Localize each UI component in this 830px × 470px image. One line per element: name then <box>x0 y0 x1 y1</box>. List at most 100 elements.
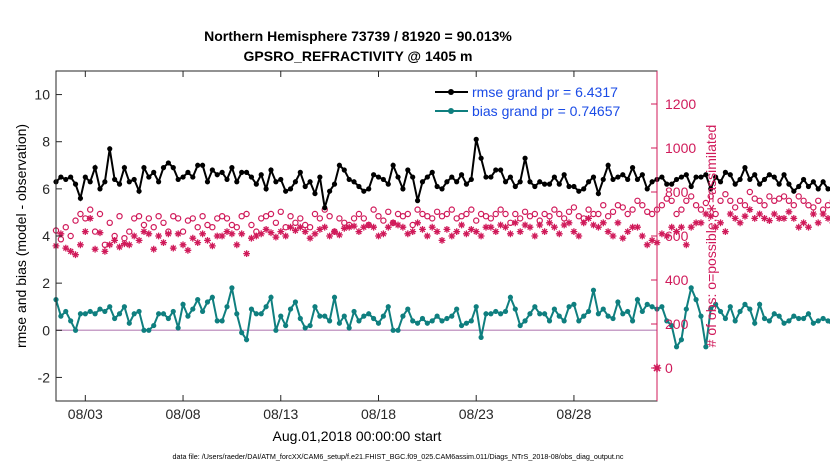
obs-possible-point <box>624 210 631 218</box>
bias-point <box>800 315 807 322</box>
obs-possible-point <box>595 210 602 218</box>
rmse-point <box>825 186 830 192</box>
chart-title-line2: GPSRO_REFRACTIVITY @ 1405 m <box>244 48 473 64</box>
bias-point <box>791 313 797 319</box>
rmse-point <box>327 188 333 194</box>
obs-assimilated-point <box>340 224 348 232</box>
rmse-point <box>781 172 787 178</box>
rmse-point <box>180 174 186 180</box>
rmse-point <box>395 174 401 180</box>
obs-possible-point <box>512 210 519 218</box>
rmse-point <box>644 186 650 192</box>
rmse-point <box>102 179 108 185</box>
bias-point <box>243 337 250 343</box>
rmse-point <box>527 179 533 185</box>
obs-possible-point <box>350 215 358 222</box>
bias-point <box>390 327 396 333</box>
obs-assimilated-point <box>428 223 436 231</box>
bias-point <box>410 318 416 324</box>
obs-assimilated-point <box>824 215 830 222</box>
bias-point <box>297 315 303 322</box>
bias-point <box>278 313 284 319</box>
bias-point <box>761 315 768 322</box>
obs-possible-point <box>468 206 475 213</box>
obs-possible-point <box>233 223 240 231</box>
obs-assimilated-point <box>287 223 294 231</box>
obs-possible-point <box>380 217 387 224</box>
obs-possible-point <box>497 206 504 213</box>
bias-point <box>165 315 171 322</box>
rmse-point <box>468 176 474 183</box>
rmse-point <box>473 136 479 142</box>
bias-point <box>644 301 650 307</box>
obs-assimilated-point <box>536 221 544 229</box>
obs-possible-point <box>126 228 133 235</box>
x-axis-label: Aug.01,2018 00:00:00 start <box>273 428 442 444</box>
obs-assimilated-point <box>770 210 778 218</box>
bias-point <box>498 311 504 317</box>
obs-assimilated-point <box>580 219 588 227</box>
obs-assimilated-point <box>160 239 167 246</box>
rmse-point <box>757 181 763 187</box>
obs-assimilated-point <box>248 234 255 242</box>
bias-point <box>771 311 777 317</box>
rmse-point <box>165 160 171 166</box>
obs-possible-point <box>531 210 539 218</box>
obs-possible-point <box>194 223 201 231</box>
obs-possible-point <box>683 197 690 204</box>
obs-assimilated-point <box>86 215 94 222</box>
rmse-point <box>493 167 499 173</box>
obs-assimilated-point <box>453 228 461 235</box>
obs-assimilated-point <box>467 226 475 233</box>
obs-possible-point <box>267 210 275 218</box>
obs-possible-point <box>756 197 763 204</box>
obs-possible-point <box>135 212 143 220</box>
obs-possible-point <box>316 215 324 222</box>
bias-point <box>634 297 641 303</box>
rmse-point <box>371 172 377 178</box>
y-right-tick-label: 1000 <box>665 140 696 156</box>
rmse-point <box>116 181 123 187</box>
rmse-point <box>605 162 611 168</box>
obs-assimilated-point <box>311 230 319 238</box>
rmse-point <box>771 174 777 180</box>
bias-point <box>458 322 465 329</box>
y-axis-label-right: # of obs: o=possible; ∗=assimilated <box>703 125 719 348</box>
bias-point <box>483 311 489 317</box>
x-tick-label: 08/08 <box>166 406 201 422</box>
rmse-point <box>151 169 157 175</box>
rmse-point <box>307 179 313 185</box>
bias-point <box>468 318 474 324</box>
rmse-point <box>414 198 421 204</box>
bias-point <box>493 308 499 315</box>
obs-possible-point <box>688 193 695 200</box>
obs-possible-point <box>355 210 363 218</box>
obs-possible-point <box>746 188 754 196</box>
rmse-point <box>815 186 821 192</box>
obs-assimilated-point <box>57 230 65 238</box>
obs-possible-point <box>96 210 104 218</box>
bias-point <box>732 318 738 324</box>
obs-assimilated-point <box>624 228 632 235</box>
obs-assimilated-point <box>404 230 412 238</box>
obs-possible-point <box>174 215 182 222</box>
rmse-point <box>87 179 93 185</box>
rmse-point <box>175 176 181 183</box>
rmse-point <box>248 174 255 180</box>
obs-assimilated-point <box>125 241 133 249</box>
bias-point <box>507 294 514 300</box>
obs-possible-point <box>736 197 744 204</box>
obs-possible-point <box>492 210 499 218</box>
bias-point <box>727 304 733 310</box>
obs-possible-point <box>727 197 734 204</box>
obs-assimilated-point <box>800 219 807 227</box>
bias-point <box>224 304 230 310</box>
obs-possible-point <box>604 212 612 220</box>
bias-point <box>317 313 323 319</box>
obs-possible-point <box>62 223 69 231</box>
bias-point <box>757 301 763 307</box>
bias-point <box>512 306 518 312</box>
obs-assimilated-point <box>233 241 241 249</box>
obs-assimilated-point <box>433 228 441 235</box>
bias-point <box>146 327 152 333</box>
